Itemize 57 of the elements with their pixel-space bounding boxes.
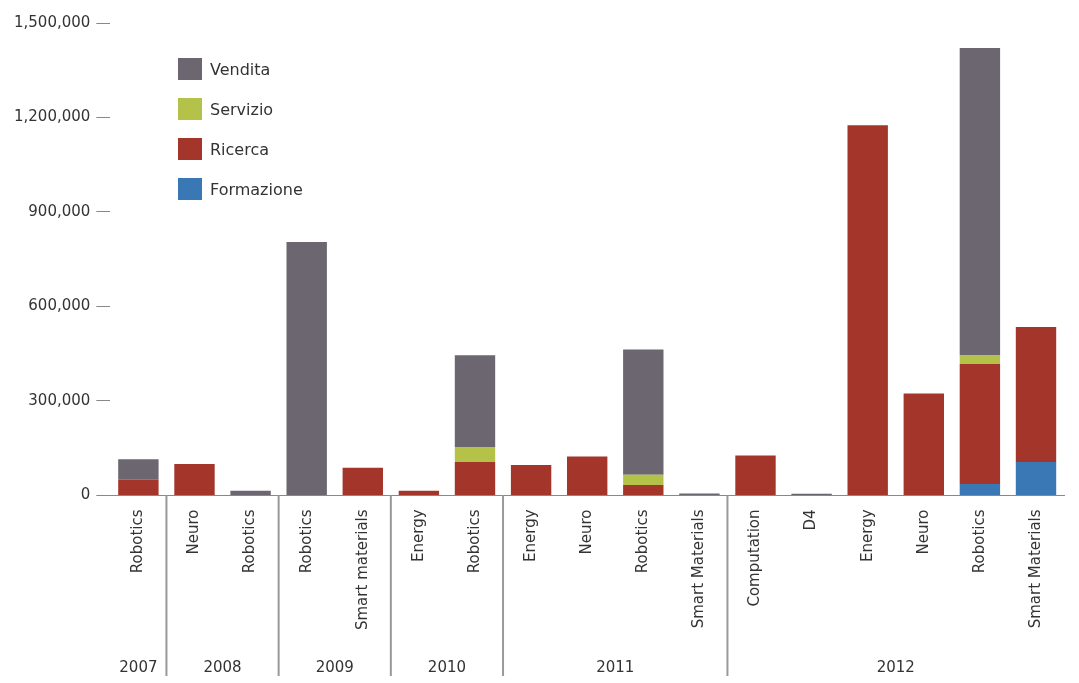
bar (623, 349, 664, 475)
y-tick-label: 900,000 (28, 201, 91, 220)
text: 2008 (203, 658, 242, 676)
bar (1015, 326, 1057, 463)
bar (847, 125, 888, 495)
bar (959, 484, 1001, 495)
x-tick-label: Energy (857, 509, 876, 562)
text: 2007 (119, 658, 158, 676)
bar (454, 355, 496, 447)
bar (959, 355, 1001, 365)
x-tick-label: Neuro (577, 509, 596, 555)
text: 2010 (427, 658, 467, 676)
bar (510, 464, 552, 495)
legend-label: Ricerca (210, 139, 270, 159)
bar (398, 490, 440, 495)
x-tick-label: Smart Materials (1025, 509, 1044, 629)
bar (959, 364, 1001, 485)
text: 2011 (596, 658, 635, 676)
bar (230, 490, 271, 495)
x-tick-label: Computation (745, 509, 764, 607)
bar (454, 446, 496, 463)
bar (735, 455, 776, 495)
bar (959, 47, 1001, 356)
x-tick-label: Robotics (633, 509, 652, 574)
x-tick-label: Robotics (969, 509, 988, 574)
bar (623, 485, 664, 495)
y-tick-label: 0 (80, 485, 91, 504)
bar (454, 462, 496, 495)
x-tick-label: Neuro (913, 509, 932, 555)
bar (1015, 462, 1057, 495)
y-tick-label: 1,500,000 (14, 12, 91, 31)
bar (903, 393, 944, 495)
legend-label: Formazione (210, 179, 303, 199)
bar (118, 479, 159, 495)
bar (567, 456, 608, 495)
text: 2012 (876, 658, 915, 676)
x-tick-label: Energy (408, 509, 427, 562)
bar (623, 474, 664, 486)
x-tick-label: D4 (801, 509, 820, 531)
x-tick-label: Robotics (240, 509, 259, 574)
y-tick-label: 300,000 (28, 390, 91, 409)
bar (286, 241, 327, 495)
x-tick-label: Robotics (128, 509, 147, 574)
x-tick-label: Robotics (296, 509, 315, 574)
bar (342, 467, 383, 495)
x-tick-label: Energy (520, 509, 539, 562)
x-tick-label: Smart materials (352, 509, 371, 631)
bar (174, 463, 215, 495)
legend-label: Vendita (210, 59, 271, 79)
y-tick-label: 600,000 (28, 296, 91, 315)
legend-label: Servizio (210, 99, 274, 119)
bar (118, 459, 159, 480)
x-tick-label: Neuro (184, 509, 203, 555)
y-tick-label: 1,200,000 (14, 107, 91, 126)
x-tick-label: Robotics (464, 509, 483, 574)
text: 2009 (315, 658, 354, 676)
x-tick-label: Smart Materials (689, 509, 708, 629)
